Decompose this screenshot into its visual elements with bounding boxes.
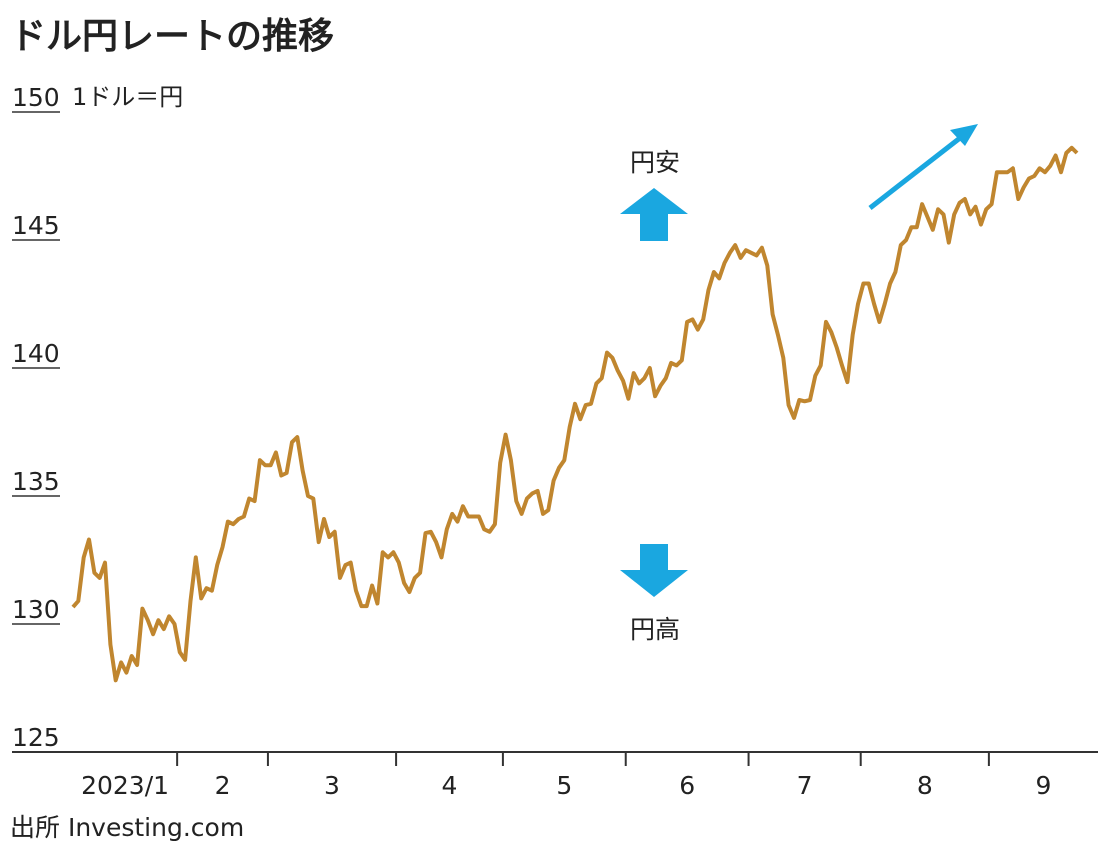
trend-arrow bbox=[868, 136, 962, 210]
x-tick-label: 6 bbox=[679, 771, 695, 800]
trend-arrow-head bbox=[950, 124, 978, 146]
x-tick-label: 7 bbox=[797, 771, 813, 800]
y-tick-label: 150 bbox=[12, 83, 60, 112]
y-tick-label: 130 bbox=[12, 595, 60, 624]
annotation: 円高 bbox=[630, 615, 680, 644]
x-tick-label: 4 bbox=[442, 771, 458, 800]
y-tick-label: 145 bbox=[12, 211, 60, 240]
x-tick-label: 3 bbox=[324, 771, 340, 800]
line-series bbox=[71, 145, 1079, 683]
source: 出所 Investing.com bbox=[10, 813, 244, 842]
y-tick-label: 140 bbox=[12, 339, 60, 368]
x-tick-label: 2023/1 bbox=[81, 771, 169, 800]
x-tick-label: 9 bbox=[1035, 771, 1051, 800]
x-tick-label: 2 bbox=[215, 771, 231, 800]
x-tick-label: 5 bbox=[556, 771, 572, 800]
y-tick-label: 135 bbox=[12, 467, 60, 496]
y-tick-label: 125 bbox=[12, 723, 60, 752]
chart-title: ドル円レートの推移 bbox=[10, 16, 334, 57]
x-tick-label: 8 bbox=[917, 771, 933, 800]
down-arrow bbox=[620, 544, 688, 597]
annotation: 円安 bbox=[630, 148, 680, 177]
unit-label: 1ドル＝円 bbox=[72, 83, 183, 111]
up-arrow bbox=[620, 188, 688, 241]
